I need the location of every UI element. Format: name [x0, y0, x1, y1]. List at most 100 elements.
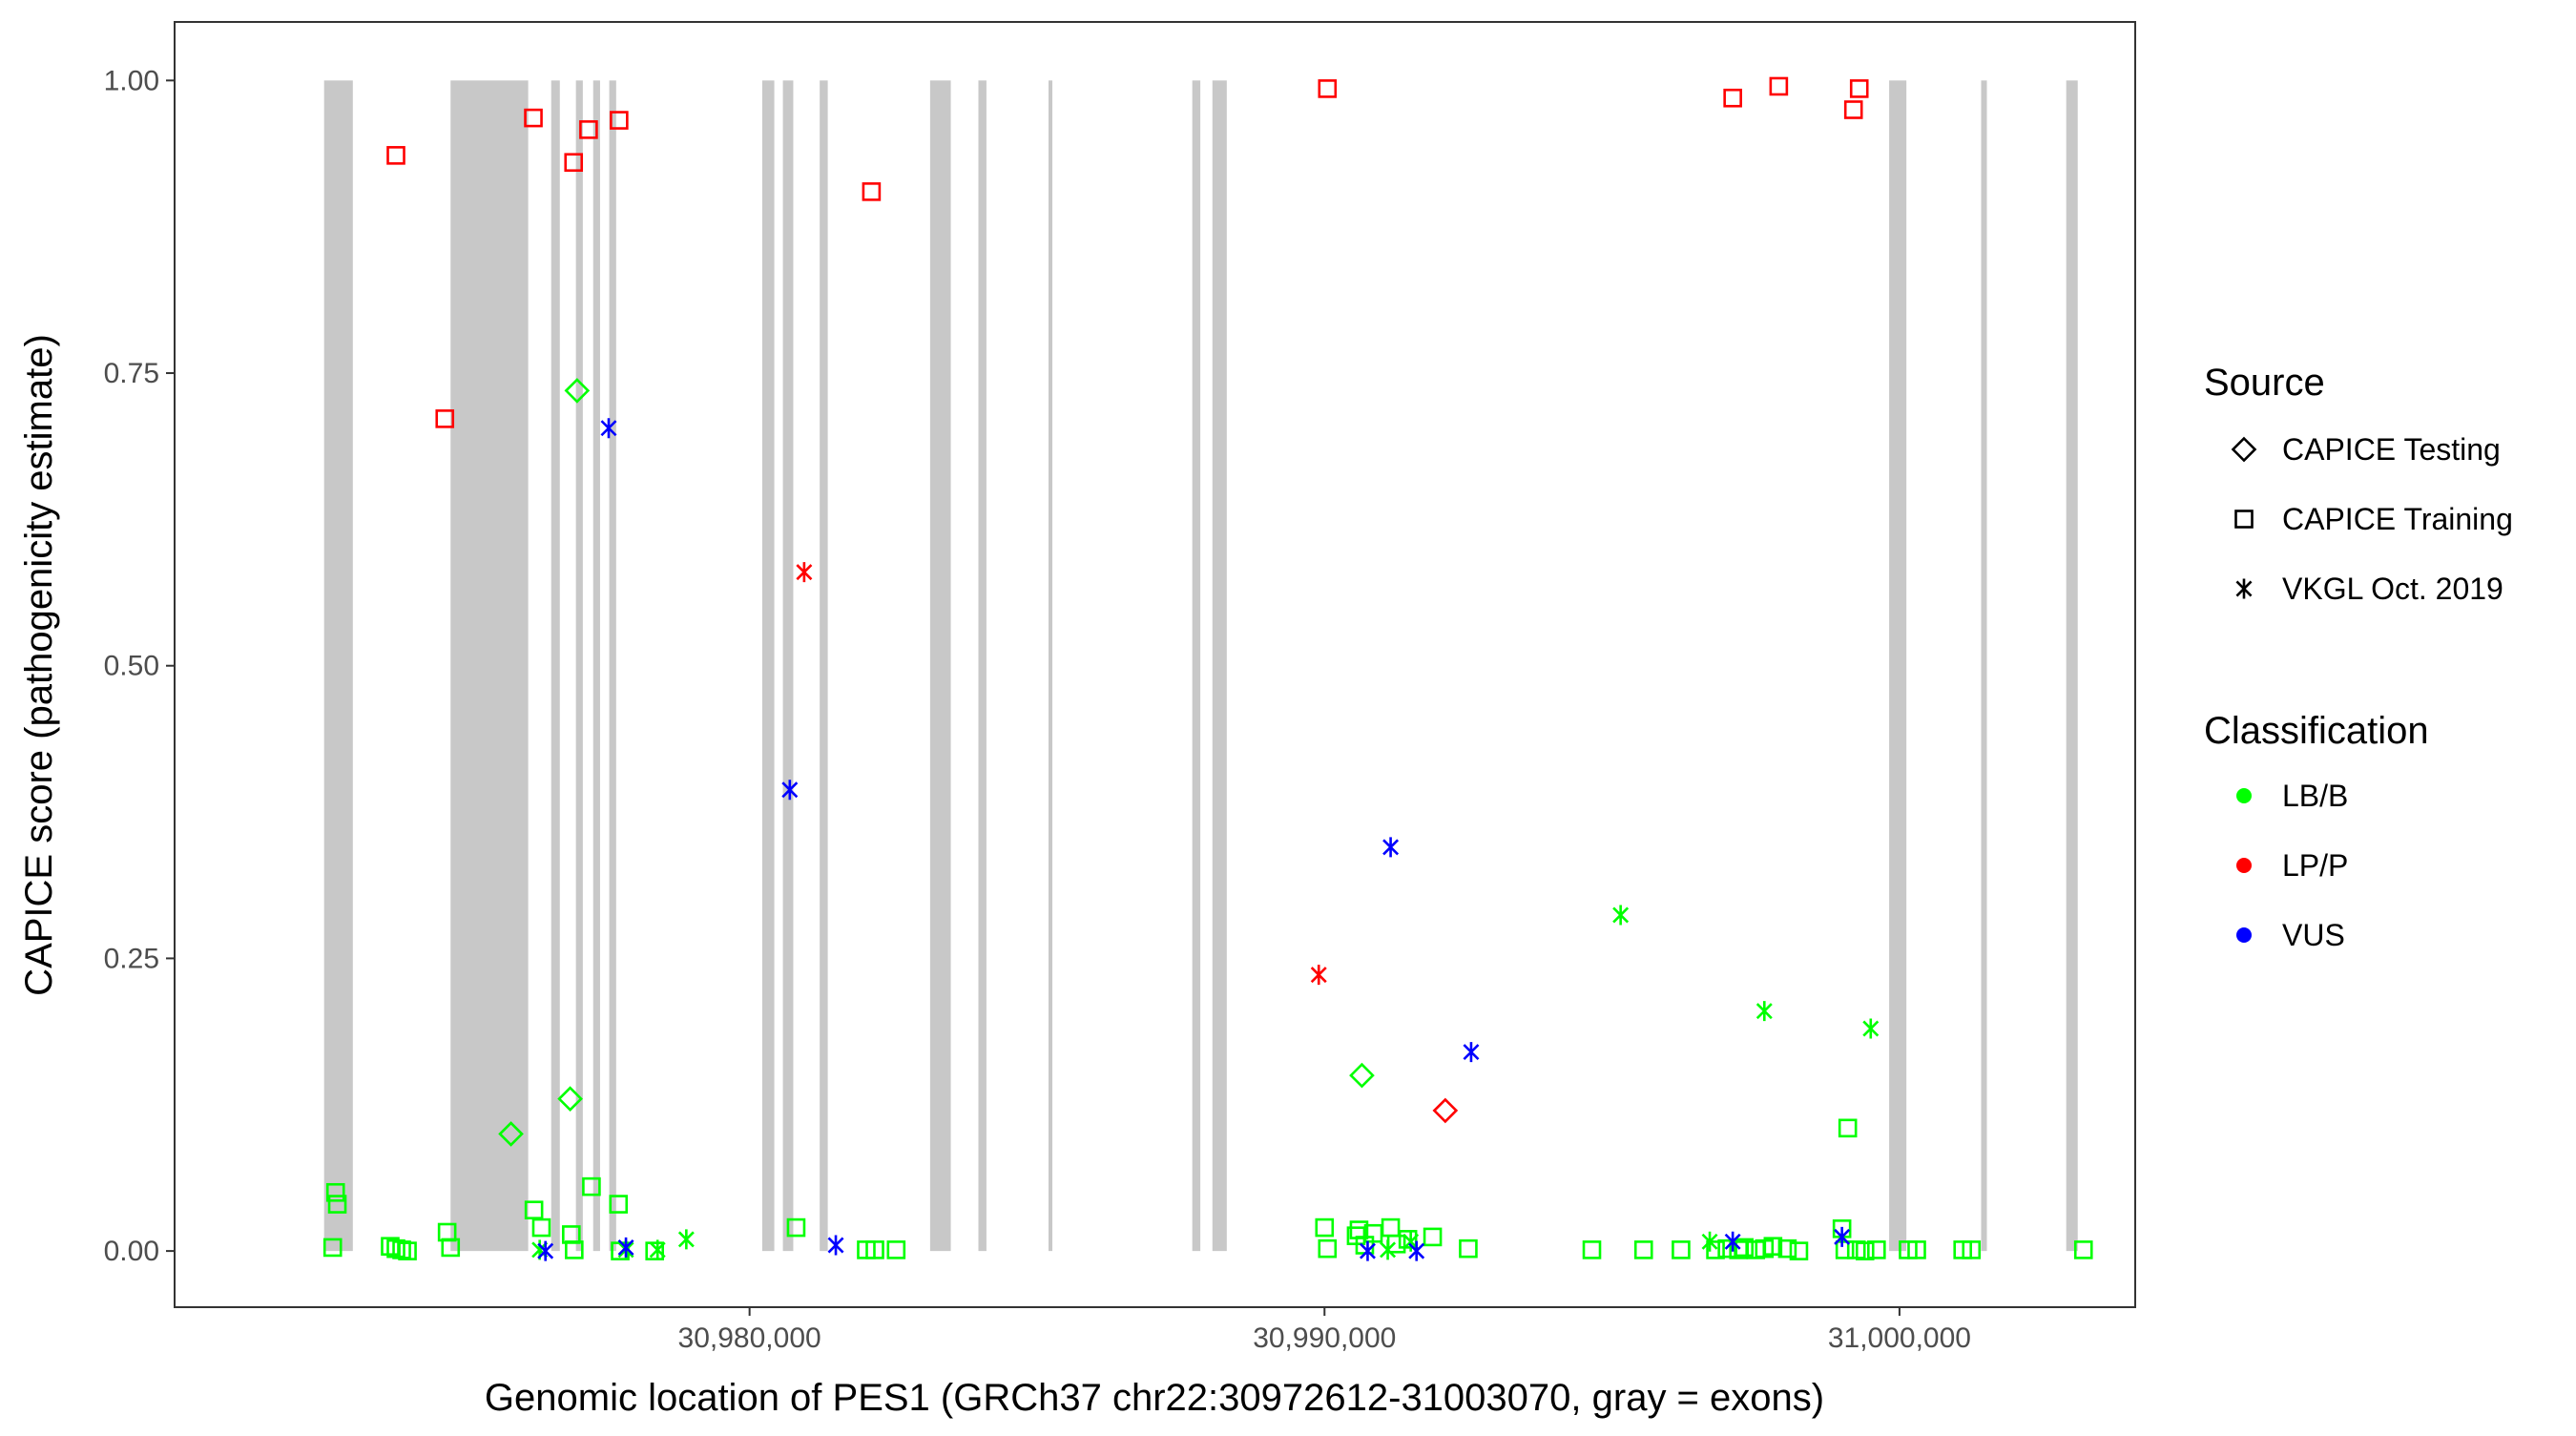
x-tick-label: 30,980,000 — [678, 1322, 821, 1354]
data-point — [796, 562, 813, 583]
exon-bands — [323, 80, 2078, 1252]
legend-title-source: Source — [2204, 362, 2325, 404]
data-point — [1380, 1239, 1397, 1260]
data-point — [1612, 905, 1630, 926]
data-point — [1382, 837, 1400, 858]
legend-entry-label-lpp: LP/P — [2282, 848, 2348, 883]
data-point — [498, 1121, 524, 1147]
legend-entry-label-lbb: LB/B — [2282, 779, 2348, 813]
data-point — [617, 1237, 634, 1258]
data-point — [1835, 1240, 1855, 1259]
data-point — [1408, 1240, 1425, 1261]
data-point — [1349, 1062, 1375, 1089]
legend-class-keys — [2236, 788, 2252, 943]
data-point — [579, 120, 598, 139]
legend-key-diamond — [2231, 436, 2257, 463]
data-point — [1459, 1238, 1478, 1259]
exon-band — [609, 80, 616, 1252]
exon-band — [1192, 80, 1201, 1252]
legend-key-dot — [2236, 927, 2252, 943]
legend-source-keys — [2231, 436, 2257, 599]
data-point — [610, 111, 629, 130]
data-point — [322, 1238, 343, 1258]
data-point — [1701, 1231, 1718, 1252]
data-point — [1360, 1240, 1376, 1261]
data-point — [1789, 1241, 1809, 1260]
data-point — [524, 108, 543, 128]
data-point — [564, 153, 584, 173]
data-point — [1838, 1118, 1858, 1138]
data-point — [557, 1086, 583, 1112]
legend-entry-label-training: CAPICE Training — [2282, 502, 2513, 536]
data-point — [1777, 1238, 1797, 1259]
data-point — [398, 1241, 417, 1260]
exon-band — [592, 80, 600, 1252]
data-point — [645, 1241, 665, 1260]
data-point — [435, 409, 455, 428]
data-point — [1735, 1238, 1755, 1258]
data-point — [564, 378, 591, 404]
data-point — [1769, 76, 1789, 96]
x-axis-title: Genomic location of PES1 (GRCh37 chr22:3… — [485, 1377, 1824, 1419]
data-point — [1315, 1217, 1335, 1238]
data-point — [781, 780, 799, 801]
data-point — [1834, 1226, 1851, 1247]
exon-band — [761, 80, 775, 1252]
x-tick-label: 31,000,000 — [1828, 1322, 1971, 1354]
data-point — [1755, 1001, 1773, 1022]
data-point — [1763, 1237, 1783, 1257]
exon-band — [820, 80, 828, 1252]
legend-key-dot — [2236, 858, 2252, 873]
data-point — [537, 1240, 554, 1261]
y-axis-title: CAPICE score (pathogenicity estimate) — [18, 334, 60, 996]
data-point — [1318, 1238, 1338, 1259]
data-point — [786, 1217, 806, 1238]
data-point — [524, 1200, 544, 1219]
exon-band — [1212, 80, 1227, 1252]
data-point — [1463, 1042, 1480, 1063]
data-point — [1633, 1240, 1653, 1259]
legend-entry-label-testing: CAPICE Testing — [2282, 432, 2501, 467]
data-point — [327, 1195, 347, 1214]
data-points — [322, 76, 2093, 1261]
data-point — [1582, 1240, 1602, 1259]
data-point — [1318, 79, 1338, 98]
data-point — [1962, 1240, 1982, 1259]
exon-band — [782, 80, 794, 1252]
exon-band — [929, 80, 951, 1252]
data-point — [886, 1240, 906, 1259]
data-point — [1706, 1240, 1725, 1259]
x-tick-label: 30,990,000 — [1253, 1322, 1396, 1354]
exon-band — [575, 80, 583, 1252]
exon-band — [1889, 80, 1907, 1252]
data-point — [865, 1240, 884, 1259]
data-point — [441, 1238, 461, 1258]
exon-band — [2066, 80, 2078, 1252]
data-point — [2073, 1240, 2093, 1259]
data-point — [677, 1229, 695, 1250]
exon-band — [978, 80, 987, 1252]
data-point — [609, 1195, 629, 1214]
exon-band — [551, 80, 560, 1252]
data-point — [531, 1217, 551, 1238]
legend-entry-label-vus: VUS — [2282, 918, 2345, 952]
exon-band — [450, 80, 529, 1252]
y-tick-label: 0.25 — [104, 943, 159, 974]
data-point — [582, 1176, 601, 1197]
legend-key-dot — [2236, 788, 2252, 803]
data-point — [1907, 1240, 1926, 1259]
data-point — [1867, 1240, 1886, 1259]
data-point — [565, 1240, 584, 1259]
y-tick-label: 0.75 — [104, 358, 159, 389]
exon-band — [1981, 80, 1987, 1252]
data-point — [1855, 1241, 1875, 1260]
data-point — [1398, 1230, 1418, 1249]
legend-key-square — [2234, 510, 2254, 529]
axes: 0.00 0.25 0.50 0.75 1.00 30,980,000 30,990,000… — [104, 65, 1971, 1354]
data-point — [1310, 965, 1327, 986]
legend-entry-label-vkgl: VKGL Oct. 2019 — [2282, 572, 2503, 606]
legend: Source CAPICE Testing CAPICE Training VK… — [2204, 362, 2513, 952]
plot-panel-border — [174, 21, 2136, 1308]
